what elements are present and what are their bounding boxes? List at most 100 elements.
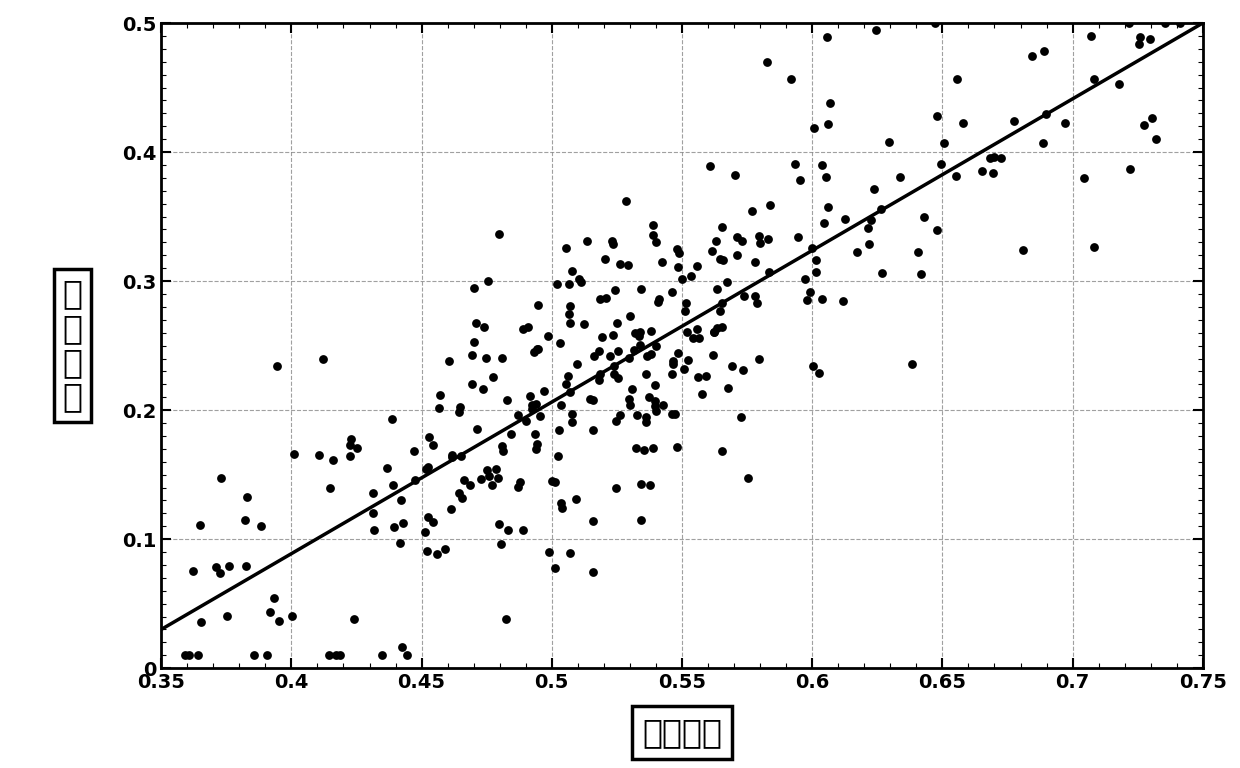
Point (645, 379, 665, 391)
Point (1037, 108, 1056, 121)
Point (712, 221, 732, 233)
Point (309, 449, 329, 462)
Point (544, 476, 564, 488)
Point (453, 492, 472, 504)
Point (544, 562, 564, 574)
Point (392, 495, 412, 507)
Point (441, 451, 461, 463)
Point (812, 293, 832, 305)
Point (498, 524, 518, 536)
Point (404, 473, 424, 485)
Point (250, 520, 270, 532)
Point (662, 369, 682, 381)
Point (815, 217, 835, 230)
Point (382, 413, 402, 425)
Point (797, 293, 817, 306)
Point (629, 329, 649, 342)
Point (439, 355, 459, 367)
Point (551, 399, 570, 412)
Point (211, 568, 231, 580)
Point (683, 332, 703, 344)
Point (596, 292, 616, 304)
Point (718, 382, 738, 394)
Point (363, 507, 383, 519)
Point (640, 478, 660, 491)
Point (547, 277, 567, 290)
Point (574, 317, 594, 329)
Point (269, 615, 289, 627)
Point (644, 219, 663, 231)
Point (711, 253, 730, 265)
Point (914, 210, 934, 223)
Point (450, 449, 470, 462)
Point (551, 496, 570, 508)
Point (490, 227, 510, 240)
Point (518, 320, 538, 333)
Point (491, 538, 511, 551)
Point (314, 353, 334, 365)
Point (734, 290, 754, 303)
Point (603, 329, 622, 342)
Point (667, 346, 687, 359)
Point (1130, 38, 1149, 51)
Point (1130, 31, 1149, 44)
Point (486, 462, 506, 475)
Point (645, 400, 665, 412)
Point (415, 525, 435, 538)
Point (696, 370, 715, 382)
Point (569, 273, 589, 285)
Point (218, 560, 238, 572)
Point (1084, 241, 1104, 253)
Point (557, 241, 577, 253)
Point (589, 374, 609, 386)
Point (733, 364, 753, 376)
Point (440, 503, 460, 515)
Point (864, 183, 884, 195)
Point (983, 151, 1003, 163)
Point (560, 386, 580, 398)
Point (652, 256, 672, 268)
Point (1146, 133, 1166, 145)
Point (595, 253, 615, 266)
Point (620, 310, 640, 322)
Point (1013, 243, 1033, 256)
Point (460, 479, 480, 492)
Point (217, 610, 237, 622)
Point (890, 171, 910, 184)
Point (190, 519, 210, 531)
Point (802, 242, 822, 254)
Point (672, 273, 692, 285)
Point (745, 290, 765, 302)
Point (476, 353, 496, 365)
Point (806, 253, 826, 266)
Point (526, 443, 546, 455)
Point (520, 390, 539, 402)
Point (603, 235, 622, 247)
Point (879, 135, 899, 147)
Point (1120, 17, 1140, 29)
Point (583, 515, 603, 527)
Point (363, 487, 383, 499)
Point (590, 369, 610, 381)
Point (1003, 115, 1023, 127)
Point (722, 359, 742, 372)
Point (667, 441, 687, 453)
Point (264, 592, 284, 604)
Point (818, 118, 838, 130)
Point (630, 339, 650, 351)
Point (330, 649, 350, 661)
Point (702, 245, 722, 257)
Point (665, 408, 684, 420)
Point (901, 357, 921, 369)
Text: 矿物脆性: 矿物脆性 (642, 717, 722, 749)
Point (637, 350, 657, 362)
Point (464, 336, 484, 349)
Point (188, 649, 208, 661)
Point (634, 444, 653, 456)
Point (620, 399, 640, 411)
Point (341, 432, 361, 445)
Point (418, 460, 438, 472)
Point (562, 408, 582, 420)
Point (497, 394, 517, 406)
Point (491, 439, 511, 452)
